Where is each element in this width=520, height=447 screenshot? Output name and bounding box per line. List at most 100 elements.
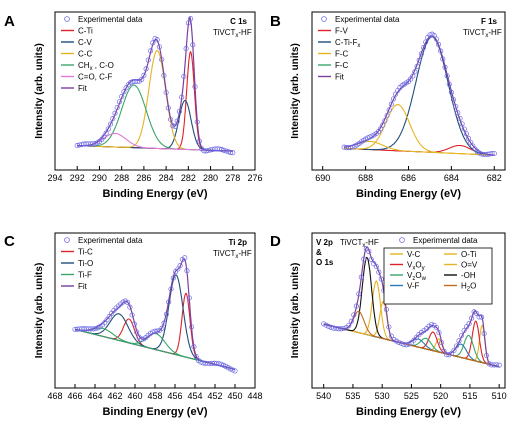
- experimental-point: [127, 304, 133, 310]
- panel-letter: A: [4, 13, 15, 30]
- experimental-point: [188, 16, 194, 22]
- legend-marker: [399, 237, 405, 243]
- experimental-point: [170, 123, 176, 129]
- x-tick-label: 286: [136, 173, 151, 183]
- experimental-point: [177, 263, 183, 269]
- x-tick-label: 456: [167, 391, 182, 401]
- experimental-point: [165, 105, 171, 111]
- experimental-point: [442, 64, 448, 70]
- experimental-point: [489, 362, 495, 368]
- region-label: Ti 2p: [228, 238, 247, 247]
- experimental-point: [464, 324, 470, 330]
- component-peak: [344, 140, 495, 156]
- x-tick-label: 464: [87, 391, 102, 401]
- experimental-point: [443, 352, 450, 358]
- x-tick-label: 510: [492, 391, 507, 401]
- experimental-point: [341, 325, 347, 332]
- experimental-point: [216, 361, 222, 367]
- legend-label: Ti-C: [78, 248, 93, 257]
- experimental-point: [193, 353, 199, 359]
- experimental-point: [110, 116, 116, 122]
- plot-frame: [311, 232, 506, 389]
- experimental-point: [196, 138, 202, 144]
- experimental-point: [441, 348, 447, 354]
- experimental-point: [376, 269, 382, 275]
- legend-label: Experimental data: [335, 15, 400, 24]
- legend-label: C=O, C-F: [78, 73, 113, 82]
- sample-label: TiVCTx-HF: [213, 249, 252, 260]
- y-axis-label: Intensity (arb. units): [34, 43, 45, 139]
- experimental-point: [184, 268, 190, 274]
- x-tick-label: 448: [247, 391, 262, 401]
- experimental-point: [406, 341, 412, 347]
- legend-label: Ti-F: [78, 271, 92, 280]
- legend: Experimental data Ti-C Ti-O Ti-F Fit: [61, 236, 143, 291]
- experimental-point: [156, 44, 162, 50]
- x-tick-label: 462: [107, 391, 122, 401]
- legend: Experimental data C-Ti C-V C-C CHx , C-OC=O,…: [61, 15, 143, 93]
- experimental-point: [170, 275, 176, 281]
- legend-label: Fit: [78, 282, 88, 291]
- sample-label: TiVCTx-HF: [213, 28, 252, 39]
- fit-line: [74, 258, 236, 370]
- experimental-point: [366, 248, 372, 254]
- x-tick-label: 288: [114, 173, 129, 183]
- experimental-point: [489, 151, 495, 157]
- plot-frame: [54, 11, 256, 171]
- legend-label: O-Ti: [461, 250, 476, 259]
- experimental-point: [138, 336, 144, 342]
- experimental-point: [186, 295, 192, 301]
- x-tick-label: 520: [433, 391, 448, 401]
- experimental-point: [230, 367, 236, 373]
- experimental-point: [185, 20, 191, 26]
- experimental-point: [161, 73, 167, 79]
- panel-letter: B: [270, 13, 281, 30]
- experimental-point: [150, 40, 156, 46]
- experimental-point: [119, 94, 125, 100]
- legend-label: C-C: [78, 50, 92, 59]
- experimental-point: [486, 361, 492, 367]
- x-axis-label: Binding Energy (eV): [102, 188, 207, 200]
- x-tick-label: 458: [147, 391, 162, 401]
- experimental-point: [101, 134, 107, 140]
- experimental-point: [105, 126, 111, 132]
- experimental-point: [92, 141, 98, 147]
- x-tick-label: 682: [487, 173, 502, 183]
- legend-label: C-Ti-Fx: [335, 38, 360, 49]
- experimental-point: [174, 118, 180, 124]
- experimental-point: [412, 69, 418, 75]
- experimental-point: [198, 359, 204, 365]
- x-tick-label: 468: [47, 391, 62, 401]
- experimental-point: [93, 325, 99, 332]
- experimental-point: [471, 309, 477, 315]
- y-axis-label: Intensity (arb. units): [290, 43, 301, 139]
- legend-label: O=V: [461, 261, 478, 270]
- x-axis-label: Binding Energy (eV): [102, 406, 207, 418]
- experimental-point: [154, 328, 160, 334]
- experimental-point: [378, 126, 384, 132]
- legend-label: Fit: [335, 73, 345, 82]
- experimental-point: [323, 322, 329, 328]
- legend-box: [383, 247, 493, 305]
- experimental-point: [148, 48, 154, 54]
- experimental-point: [350, 144, 356, 150]
- x-tick-label: 450: [227, 391, 242, 401]
- experimental-point: [456, 338, 462, 344]
- x-axis-label: Binding Energy (eV): [356, 188, 461, 200]
- experimental-point: [428, 321, 435, 328]
- experimental-point: [388, 101, 394, 107]
- legend-marker: [321, 16, 327, 22]
- experimental-point: [154, 37, 160, 43]
- experimental-point: [219, 147, 225, 153]
- experimental-point: [90, 326, 96, 332]
- experimental-point: [436, 329, 442, 336]
- legend-marker: [64, 237, 70, 243]
- experimental-point: [221, 147, 227, 153]
- region-label: F 1s: [481, 17, 498, 26]
- x-tick-label: 686: [401, 173, 416, 183]
- experimental-point: [481, 331, 487, 337]
- legend-label: C-Ti: [78, 27, 93, 36]
- region-label: V 2p: [316, 238, 333, 247]
- experimental-point: [189, 324, 195, 330]
